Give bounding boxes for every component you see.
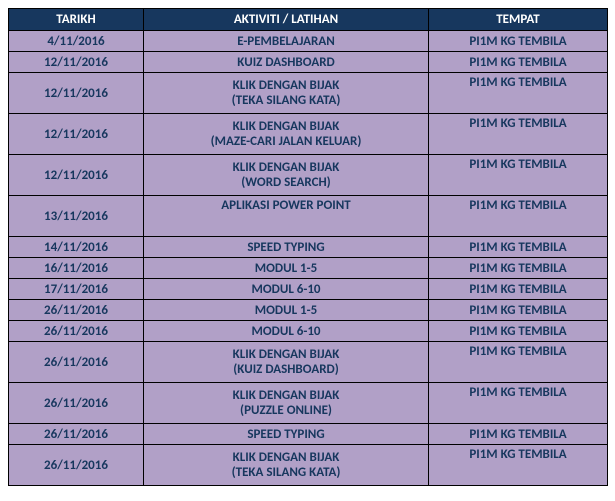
table-row: 26/11/2016SPEED TYPINGPI1M KG TEMBILA	[9, 424, 608, 445]
cell-activity: KLIK DENGAN BIJAK(TEKA SILANG KATA)	[144, 445, 429, 486]
table-row: 12/11/2016KUIZ DASHBOARDPI1M KG TEMBILA	[9, 52, 608, 73]
table-header-row: TARIKH AKTIVITI / LATIHAN TEMPAT	[9, 9, 608, 31]
table-row: 4/11/2016E-PEMBELAJARANPI1M KG TEMBILA	[9, 31, 608, 52]
cell-place: PI1M KG TEMBILA	[429, 114, 608, 155]
cell-date: 13/11/2016	[9, 196, 144, 237]
cell-place: PI1M KG TEMBILA	[429, 445, 608, 486]
activity-line2: (WORD SEARCH)	[148, 175, 424, 190]
table-row: 16/11/2016MODUL 1-5PI1M KG TEMBILA	[9, 258, 608, 279]
table-row: 12/11/2016KLIK DENGAN BIJAK(TEKA SILANG …	[9, 73, 608, 114]
cell-place: PI1M KG TEMBILA	[429, 279, 608, 300]
activity-line2: (MAZE-CARI JALAN KELUAR)	[148, 134, 424, 149]
cell-activity: APLIKASI POWER POINT	[144, 196, 429, 237]
cell-activity: KLIK DENGAN BIJAK(WORD SEARCH)	[144, 155, 429, 196]
cell-date: 16/11/2016	[9, 258, 144, 279]
header-activity: AKTIVITI / LATIHAN	[144, 9, 429, 31]
table-row: 26/11/2016KLIK DENGAN BIJAK(PUZZLE ONLIN…	[9, 383, 608, 424]
cell-place: PI1M KG TEMBILA	[429, 155, 608, 196]
cell-place: PI1M KG TEMBILA	[429, 52, 608, 73]
cell-place: PI1M KG TEMBILA	[429, 73, 608, 114]
cell-activity: MODUL 6-10	[144, 279, 429, 300]
cell-place: PI1M KG TEMBILA	[429, 31, 608, 52]
cell-date: 26/11/2016	[9, 445, 144, 486]
cell-activity: E-PEMBELAJARAN	[144, 31, 429, 52]
activity-line1: KLIK DENGAN BIJAK	[148, 450, 424, 465]
cell-activity: KUIZ DASHBOARD	[144, 52, 429, 73]
table-row: 12/11/2016KLIK DENGAN BIJAK(MAZE-CARI JA…	[9, 114, 608, 155]
cell-place: PI1M KG TEMBILA	[429, 258, 608, 279]
cell-date: 26/11/2016	[9, 424, 144, 445]
cell-place: PI1M KG TEMBILA	[429, 237, 608, 258]
cell-activity: MODUL 1-5	[144, 258, 429, 279]
cell-activity: SPEED TYPING	[144, 424, 429, 445]
cell-activity: KLIK DENGAN BIJAK(TEKA SILANG KATA)	[144, 73, 429, 114]
activity-line1: KLIK DENGAN BIJAK	[148, 347, 424, 362]
cell-place: PI1M KG TEMBILA	[429, 196, 608, 237]
table-row: 14/11/2016SPEED TYPINGPI1M KG TEMBILA	[9, 237, 608, 258]
activity-line1: KLIK DENGAN BIJAK	[148, 78, 424, 93]
cell-date: 4/11/2016	[9, 31, 144, 52]
cell-activity: KLIK DENGAN BIJAK(KUIZ DASHBOARD)	[144, 342, 429, 383]
table-row: 12/11/2016KLIK DENGAN BIJAK(WORD SEARCH)…	[9, 155, 608, 196]
cell-date: 14/11/2016	[9, 237, 144, 258]
cell-place: PI1M KG TEMBILA	[429, 342, 608, 383]
activity-line1: KLIK DENGAN BIJAK	[148, 160, 424, 175]
header-date: TARIKH	[9, 9, 144, 31]
cell-date: 26/11/2016	[9, 342, 144, 383]
schedule-table: TARIKH AKTIVITI / LATIHAN TEMPAT 4/11/20…	[8, 8, 608, 486]
cell-activity: SPEED TYPING	[144, 237, 429, 258]
table-row: 26/11/2016MODUL 6-10PI1M KG TEMBILA	[9, 321, 608, 342]
cell-place: PI1M KG TEMBILA	[429, 321, 608, 342]
cell-date: 12/11/2016	[9, 155, 144, 196]
table-row: 26/11/2016KLIK DENGAN BIJAK(KUIZ DASHBOA…	[9, 342, 608, 383]
activity-line2: (TEKA SILANG KATA)	[148, 93, 424, 108]
table-row: 13/11/2016APLIKASI POWER POINTPI1M KG TE…	[9, 196, 608, 237]
cell-date: 12/11/2016	[9, 52, 144, 73]
cell-date: 26/11/2016	[9, 383, 144, 424]
table-row: 26/11/2016KLIK DENGAN BIJAK(TEKA SILANG …	[9, 445, 608, 486]
activity-line2: (PUZZLE ONLINE)	[148, 403, 424, 418]
cell-activity: MODUL 1-5	[144, 300, 429, 321]
cell-place: PI1M KG TEMBILA	[429, 424, 608, 445]
activity-line1: KLIK DENGAN BIJAK	[148, 119, 424, 134]
activity-line1: KLIK DENGAN BIJAK	[148, 388, 424, 403]
cell-activity: MODUL 6-10	[144, 321, 429, 342]
cell-activity: KLIK DENGAN BIJAK(MAZE-CARI JALAN KELUAR…	[144, 114, 429, 155]
table-row: 17/11/2016MODUL 6-10PI1M KG TEMBILA	[9, 279, 608, 300]
cell-date: 26/11/2016	[9, 300, 144, 321]
cell-date: 26/11/2016	[9, 321, 144, 342]
cell-date: 17/11/2016	[9, 279, 144, 300]
table-row: 26/11/2016MODUL 1-5PI1M KG TEMBILA	[9, 300, 608, 321]
cell-date: 12/11/2016	[9, 114, 144, 155]
header-place: TEMPAT	[429, 9, 608, 31]
cell-place: PI1M KG TEMBILA	[429, 383, 608, 424]
cell-place: PI1M KG TEMBILA	[429, 300, 608, 321]
cell-activity: KLIK DENGAN BIJAK(PUZZLE ONLINE)	[144, 383, 429, 424]
cell-date: 12/11/2016	[9, 73, 144, 114]
activity-line2: (KUIZ DASHBOARD)	[148, 362, 424, 377]
activity-line2: (TEKA SILANG KATA)	[148, 465, 424, 480]
